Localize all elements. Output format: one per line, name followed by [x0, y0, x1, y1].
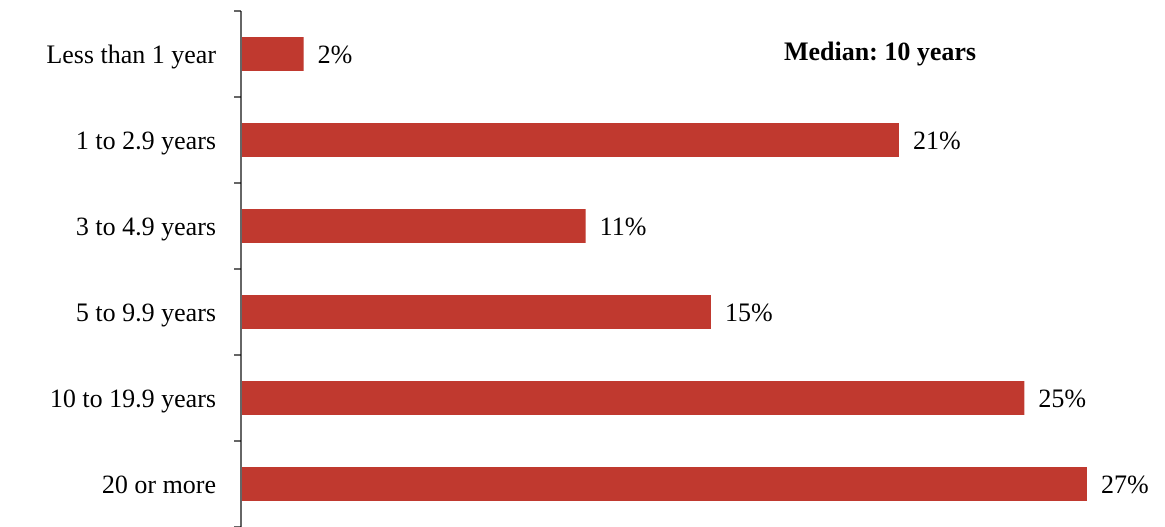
value-label: 21%	[913, 126, 961, 155]
value-label: 27%	[1101, 470, 1149, 499]
bar	[242, 467, 1087, 501]
category-label: 3 to 4.9 years	[76, 212, 216, 241]
category-label: 1 to 2.9 years	[76, 126, 216, 155]
bar	[242, 209, 586, 243]
category-labels: Less than 1 year 1 to 2.9 years 3 to 4.9 y…	[46, 40, 216, 499]
value-labels: 2% 21% 11% 15% 25% 27%	[318, 40, 1149, 499]
value-label: 2%	[318, 40, 353, 69]
value-label: 25%	[1038, 384, 1086, 413]
bar	[242, 37, 304, 71]
value-label: 15%	[725, 298, 773, 327]
category-label: Less than 1 year	[46, 40, 216, 69]
value-label: 11%	[600, 212, 647, 241]
category-label: 10 to 19.9 years	[50, 384, 216, 413]
y-axis-ticks	[234, 10, 241, 527]
bar	[242, 123, 899, 157]
median-annotation: Median: 10 years	[784, 37, 976, 66]
category-label: 5 to 9.9 years	[76, 298, 216, 327]
bar	[242, 381, 1025, 415]
bar	[242, 295, 711, 329]
bar-group	[242, 37, 1087, 501]
category-label: 20 or more	[102, 470, 216, 499]
